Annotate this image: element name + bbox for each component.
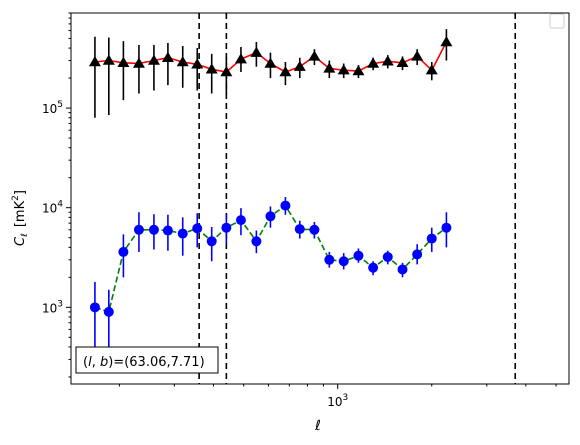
circle-marker xyxy=(235,215,246,226)
triangle-marker xyxy=(293,60,306,71)
triangle-marker xyxy=(337,64,350,75)
circle-marker xyxy=(133,224,144,235)
circle-marker xyxy=(353,250,364,261)
x-tick-label: 103 xyxy=(327,393,348,409)
x-axis-label: ℓ xyxy=(314,418,321,434)
y-tick-label: 103 xyxy=(42,299,63,315)
series-2 xyxy=(89,197,452,360)
series-1 xyxy=(88,29,453,118)
y-tick-label: 105 xyxy=(42,100,63,116)
triangle-marker xyxy=(308,50,321,61)
triangle-marker xyxy=(264,57,277,68)
circle-marker xyxy=(368,262,379,273)
circle-marker xyxy=(324,254,335,265)
circle-marker xyxy=(251,236,262,247)
y-label-sub: ℓ xyxy=(20,233,30,238)
y-label-unit-sup: 2 xyxy=(11,195,21,201)
legend-box xyxy=(549,13,565,29)
triangle-marker xyxy=(161,51,174,62)
circle-marker xyxy=(338,256,349,267)
triangle-marker xyxy=(205,63,218,74)
triangle-marker xyxy=(411,50,424,61)
axes: 103 103 104 105 xyxy=(42,12,557,409)
circle-marker xyxy=(89,302,100,313)
circle-marker xyxy=(294,224,305,235)
triangle-marker xyxy=(234,53,247,64)
triangle-marker xyxy=(117,56,130,67)
triangle-marker xyxy=(352,65,365,76)
circle-marker xyxy=(148,224,159,235)
circle-marker xyxy=(177,228,188,239)
triangle-marker xyxy=(191,58,204,69)
circle-marker xyxy=(309,224,320,235)
circle-marker xyxy=(412,249,423,260)
circle-marker xyxy=(103,306,114,317)
triangle-marker xyxy=(250,46,263,57)
triangle-marker xyxy=(147,54,160,65)
circle-marker xyxy=(162,225,173,236)
triangle-marker xyxy=(220,66,233,77)
y-axis-label: Cℓ [mK2] xyxy=(11,190,30,246)
triangle-marker xyxy=(102,54,115,65)
plot-frame xyxy=(70,12,570,385)
triangle-marker xyxy=(279,66,292,77)
circle-marker xyxy=(221,222,232,233)
data-series xyxy=(88,29,453,360)
triangle-marker xyxy=(396,56,409,67)
annotation-text: (l, b)=(63.06,7.71) xyxy=(83,355,205,370)
y-label-unit-pre: [mK xyxy=(13,200,28,227)
circle-marker xyxy=(206,236,217,247)
annotation-box xyxy=(75,346,219,374)
triangle-marker xyxy=(381,55,394,66)
circle-marker xyxy=(441,222,452,233)
circle-marker xyxy=(397,264,408,275)
circle-marker xyxy=(192,223,203,234)
circle-marker xyxy=(265,211,276,222)
circle-marker xyxy=(280,200,291,211)
circle-marker xyxy=(426,233,437,244)
triangle-marker xyxy=(176,56,189,67)
triangle-marker xyxy=(367,57,380,68)
triangle-marker xyxy=(132,57,145,68)
triangle-marker xyxy=(425,64,438,75)
triangle-marker xyxy=(88,56,101,67)
triangle-marker xyxy=(323,62,336,73)
y-label-unit-post: ] xyxy=(13,190,28,195)
y-label-main: C xyxy=(13,236,28,246)
circle-marker xyxy=(382,252,393,263)
coordinate-annotation: (l, b)=(63.06,7.71) xyxy=(75,346,219,374)
circle-marker xyxy=(118,246,129,257)
triangle-marker xyxy=(440,36,453,47)
y-tick-label: 104 xyxy=(42,200,63,216)
svg-text:Cℓ[mK2]: Cℓ [mK2] xyxy=(11,190,30,246)
